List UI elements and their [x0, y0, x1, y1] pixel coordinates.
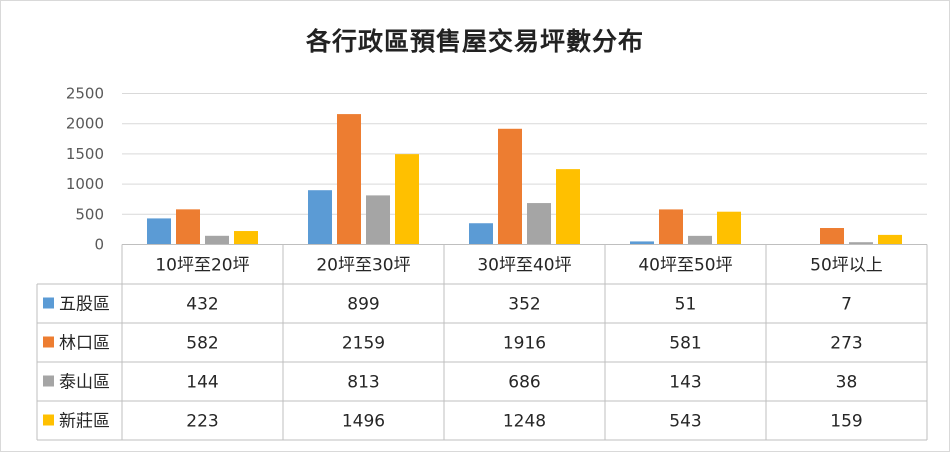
legend-swatch — [43, 414, 54, 426]
data-label: 2159 — [342, 334, 385, 354]
chart-title: 各行政區預售屋交易坪數分布 — [305, 27, 644, 56]
data-label: 813 — [347, 373, 379, 393]
legend-label: 林口區 — [59, 334, 110, 354]
bar — [527, 203, 551, 245]
data-label: 1248 — [503, 412, 546, 432]
bar — [366, 195, 390, 245]
bar — [878, 234, 902, 245]
bar — [717, 211, 741, 245]
bar — [630, 241, 654, 245]
data-label: 543 — [669, 412, 701, 432]
bar — [498, 128, 522, 245]
y-tick-label: 2000 — [66, 115, 104, 133]
bar — [234, 231, 258, 245]
data-label: 899 — [347, 295, 379, 315]
y-tick-label: 500 — [75, 205, 104, 223]
data-label: 352 — [508, 295, 540, 315]
data-label: 38 — [836, 373, 858, 393]
y-tick-label: 0 — [94, 236, 104, 254]
legend-swatch — [43, 375, 54, 387]
legend-label: 泰山區 — [59, 373, 110, 393]
data-label: 273 — [830, 334, 862, 354]
category-label: 10坪至20坪 — [155, 255, 249, 275]
legend-swatch — [43, 297, 54, 309]
data-label: 1496 — [342, 412, 385, 432]
category-label: 30坪至40坪 — [477, 255, 571, 275]
category-label: 40坪至50坪 — [638, 255, 732, 275]
bar — [556, 169, 580, 245]
bar — [395, 154, 419, 245]
bar — [205, 235, 229, 245]
y-tick-label: 2500 — [66, 85, 104, 103]
legend-swatch — [43, 336, 54, 348]
bar — [176, 209, 200, 245]
bar — [849, 242, 873, 245]
data-label: 51 — [675, 295, 697, 315]
data-label: 223 — [186, 412, 218, 432]
bar — [688, 235, 712, 245]
category-label: 20坪至30坪 — [316, 255, 410, 275]
bar — [469, 223, 493, 245]
legend-label: 五股區 — [59, 295, 110, 315]
y-tick-label: 1000 — [66, 175, 104, 193]
data-label: 7 — [841, 295, 852, 315]
data-label: 159 — [830, 412, 862, 432]
category-label: 50坪以上 — [810, 255, 883, 275]
bar — [147, 218, 171, 245]
data-label: 582 — [186, 334, 218, 354]
bar — [820, 228, 844, 245]
data-label: 581 — [669, 334, 701, 354]
bar — [308, 190, 332, 245]
data-label: 143 — [669, 373, 701, 393]
bar — [337, 114, 361, 245]
y-tick-label: 1500 — [66, 145, 104, 163]
data-label: 144 — [186, 373, 218, 393]
data-label: 1916 — [503, 334, 546, 354]
legend-label: 新莊區 — [59, 412, 110, 432]
data-label: 686 — [508, 373, 540, 393]
bar — [659, 209, 683, 245]
data-label: 432 — [186, 295, 218, 315]
